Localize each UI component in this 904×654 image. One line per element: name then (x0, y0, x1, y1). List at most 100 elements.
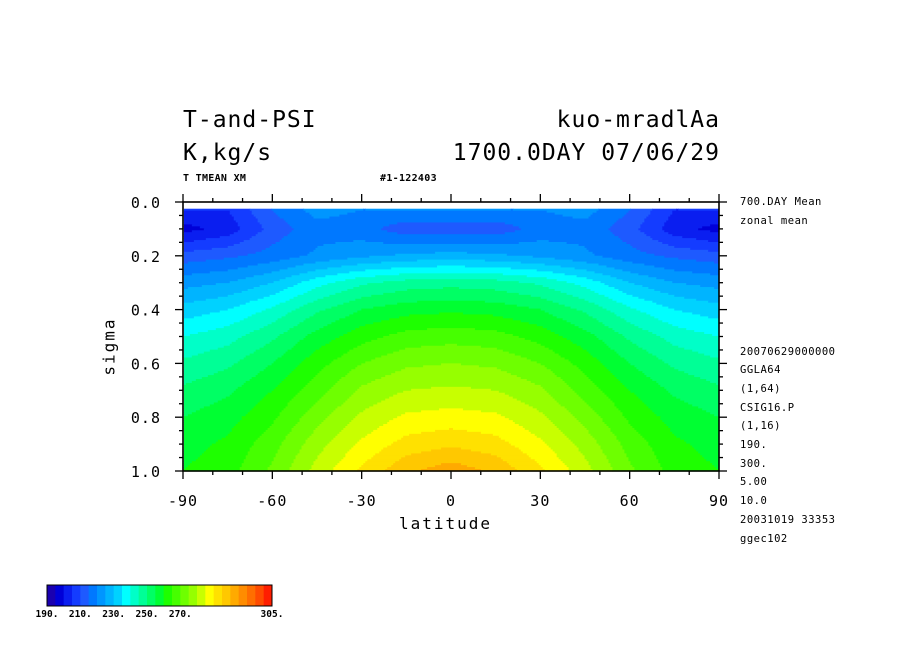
heatmap-cell (183, 408, 201, 411)
heatmap-cell (183, 377, 203, 380)
heatmap-cell (598, 414, 624, 417)
heatmap-cell (610, 427, 635, 431)
y-tick-label: 1.0 (131, 463, 161, 481)
heatmap-cell (564, 463, 590, 466)
heatmap-cell (257, 218, 285, 222)
heatmap-cell (209, 312, 257, 316)
heatmap-cell (616, 351, 649, 355)
heatmap-cell (700, 314, 719, 317)
heatmap-cell (658, 357, 719, 361)
heatmap-cell (345, 425, 380, 429)
heatmap-cell (548, 418, 578, 421)
heatmap-cell (255, 404, 289, 408)
heatmap-cell (554, 451, 582, 454)
heatmap-cell (271, 322, 301, 325)
heatmap-cell (654, 265, 719, 269)
heatmap-cell (692, 445, 719, 449)
heatmap-cell (622, 269, 675, 272)
heatmap-cell (305, 318, 340, 321)
heatmap-cell (335, 465, 362, 468)
heatmap-cell (588, 404, 616, 408)
heatmap-cell (271, 390, 301, 394)
heatmap-cell (385, 398, 518, 402)
heatmap-cell (664, 279, 719, 282)
heatmap-cell (183, 275, 255, 278)
heatmap-cell (624, 335, 661, 339)
heatmap-cell (580, 345, 610, 349)
heatmap-cell (257, 232, 291, 235)
heatmap-cell (229, 210, 253, 214)
heatmap-cell (508, 441, 546, 445)
heatmap-cell (512, 318, 564, 321)
heatmap-cell (602, 363, 631, 366)
heatmap-cell (698, 228, 719, 231)
colorbar-swatch (155, 585, 165, 606)
heatmap-cell (502, 349, 554, 353)
heatmap-cell (363, 463, 394, 466)
heatmap-cell (600, 447, 624, 451)
heatmap-cell (231, 429, 267, 433)
heatmap-cell (377, 337, 526, 341)
heatmap-cell (365, 208, 512, 212)
heatmap-cell (622, 240, 659, 243)
heatmap-cell (327, 283, 368, 286)
heatmap-cell (606, 367, 637, 370)
heatmap-cell (403, 435, 500, 439)
x-tick-label: -30 (347, 492, 377, 510)
heatmap-cell (357, 263, 546, 267)
heatmap-cell (708, 249, 719, 253)
heatmap-cell (578, 394, 608, 398)
heatmap-cell (391, 373, 512, 376)
heatmap-cell (269, 245, 319, 249)
heatmap-cell (646, 251, 719, 255)
heatmap-cell (582, 371, 612, 374)
heatmap-cell (512, 208, 600, 212)
heatmap-cell (297, 422, 323, 425)
heatmap-cell (602, 322, 631, 325)
heatmap-cell (361, 465, 392, 468)
heatmap-cell (602, 418, 628, 421)
heatmap-cell (606, 455, 628, 458)
heatmap-cell (640, 310, 683, 314)
heatmap-cell (588, 431, 614, 435)
heatmap-cell (313, 216, 331, 220)
heatmap-cell (698, 406, 719, 409)
heatmap-cell (311, 433, 338, 437)
heatmap-cell (580, 422, 606, 425)
heatmap-cell (327, 390, 356, 394)
heatmap-cell (287, 234, 616, 237)
heatmap-cell (660, 418, 719, 421)
heatmap-cell (512, 224, 614, 227)
heatmap-cell (285, 277, 317, 280)
heatmap-cell (265, 394, 297, 398)
heatmap-cell (283, 353, 313, 357)
heatmap-cell (644, 402, 689, 406)
heatmap-cell (261, 310, 293, 314)
heatmap-cell (684, 296, 719, 300)
heatmap-cell (337, 433, 368, 437)
heatmap-cell (233, 243, 273, 247)
heatmap-cell (299, 322, 332, 325)
heatmap-cell (357, 414, 402, 417)
heatmap-cell (642, 222, 665, 225)
heatmap-cell (183, 214, 233, 218)
heatmap-cell (504, 416, 548, 419)
heatmap-cell (207, 375, 257, 378)
heatmap-cell (295, 308, 327, 312)
heatmap-cell (299, 420, 325, 423)
heatmap-cell (353, 240, 366, 243)
heatmap-cell (183, 445, 211, 449)
heatmap-cell (269, 425, 295, 429)
heatmap-cell (279, 216, 315, 220)
heatmap-cell (285, 377, 315, 380)
heatmap-cell (387, 422, 516, 425)
heatmap-cell (263, 296, 295, 300)
heatmap-cell (371, 431, 422, 435)
heatmap-cell (183, 261, 189, 265)
heatmap-cell (183, 247, 213, 251)
heatmap-cell (550, 394, 580, 398)
heatmap-cell (616, 437, 645, 441)
heatmap-cell (656, 414, 715, 417)
heatmap-cell (462, 312, 550, 316)
heatmap-cell (329, 388, 358, 392)
